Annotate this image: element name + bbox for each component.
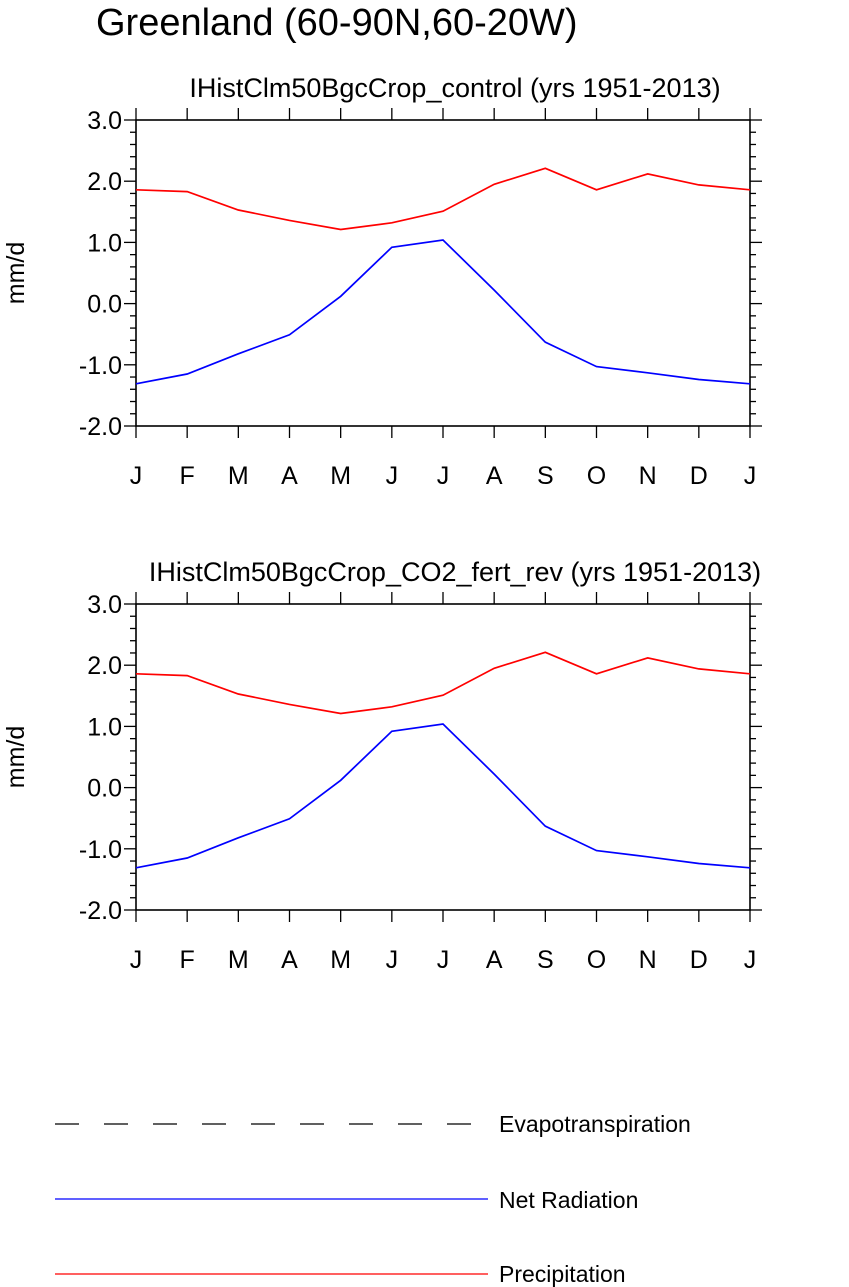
figure-title: Greenland (60-90N,60-20W): [96, 2, 578, 44]
x-tick-label: A: [486, 462, 503, 490]
legend-label-precipitation: Precipitation: [499, 1261, 626, 1287]
chart-panel-control: IHistClm50BgcCrop_control (yrs 1951-2013…: [2, 73, 762, 490]
y-tick-label: -1.0: [79, 836, 122, 864]
legend-item-net-radiation: Net Radiation: [55, 1187, 638, 1213]
x-tick-label: M: [228, 462, 249, 490]
y-tick-label: 3.0: [87, 591, 122, 619]
y-tick-label: 3.0: [87, 107, 122, 135]
chart-title: IHistClm50BgcCrop_CO2_fert_rev (yrs 1951…: [149, 557, 761, 587]
y-tick-label: 2.0: [87, 652, 122, 680]
x-tick-label: D: [690, 462, 708, 490]
x-tick-label: O: [587, 462, 606, 490]
x-tick-label: J: [130, 462, 143, 490]
x-tick-label: S: [537, 462, 554, 490]
legend-item-precipitation: Precipitation: [55, 1261, 626, 1287]
y-tick-label: -1.0: [79, 352, 122, 380]
y-tick-label: 1.0: [87, 713, 122, 741]
legend: Evapotranspiration Net Radiation Precipi…: [55, 1111, 691, 1287]
x-tick-label: J: [130, 946, 143, 974]
x-tick-label: A: [486, 946, 503, 974]
x-tick-label: M: [330, 462, 351, 490]
x-tick-label: O: [587, 946, 606, 974]
x-tick-label: F: [180, 462, 195, 490]
y-tick-label: 1.0: [87, 229, 122, 257]
y-tick-label: -2.0: [79, 897, 122, 925]
series-line-precipitation: [135, 651, 751, 715]
x-tick-label: D: [690, 946, 708, 974]
y-axis-label: mm/d: [2, 726, 30, 789]
series-line-precipitation: [135, 167, 751, 231]
series-line-net-radiation: [135, 723, 751, 869]
x-tick-label: J: [437, 462, 450, 490]
x-tick-label: N: [639, 462, 657, 490]
x-tick-label: A: [281, 462, 298, 490]
plot-frame: [135, 119, 751, 427]
x-tick-label: A: [281, 946, 298, 974]
y-tick-label: -2.0: [79, 413, 122, 441]
y-tick-label: 0.0: [87, 291, 122, 319]
plot-frame: [135, 603, 751, 911]
y-tick-label: 0.0: [87, 775, 122, 803]
legend-item-evapotranspiration: Evapotranspiration: [55, 1111, 691, 1137]
x-tick-label: J: [437, 946, 450, 974]
x-tick-label: M: [330, 946, 351, 974]
chart-panel-co2-fert: IHistClm50BgcCrop_CO2_fert_rev (yrs 1951…: [2, 557, 762, 974]
y-tick-label: 2.0: [87, 168, 122, 196]
series-line-net-radiation: [135, 239, 751, 385]
x-tick-label: J: [744, 462, 757, 490]
x-tick-label: J: [386, 946, 399, 974]
x-tick-label: F: [180, 946, 195, 974]
legend-label-evapotranspiration: Evapotranspiration: [499, 1111, 691, 1137]
x-tick-label: J: [386, 462, 399, 490]
x-tick-label: M: [228, 946, 249, 974]
x-tick-label: J: [744, 946, 757, 974]
y-axis-label: mm/d: [2, 242, 30, 305]
legend-label-net-radiation: Net Radiation: [499, 1187, 638, 1213]
chart-title: IHistClm50BgcCrop_control (yrs 1951-2013…: [189, 73, 720, 103]
x-tick-label: N: [639, 946, 657, 974]
x-tick-label: S: [537, 946, 554, 974]
